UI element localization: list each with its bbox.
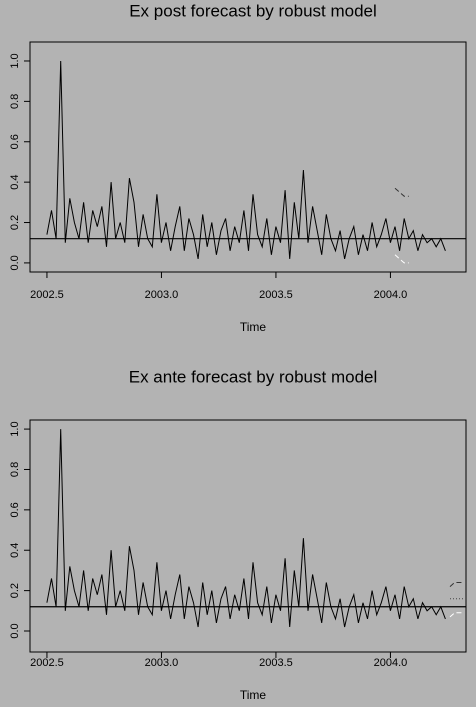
y-tick-label: 0.0 bbox=[9, 255, 21, 270]
x-tick-label: 2004.0 bbox=[374, 289, 408, 301]
chart-title: Ex ante forecast by robust model bbox=[129, 367, 378, 386]
x-tick-label: 2003.5 bbox=[259, 657, 293, 669]
x-tick-label: 2003.0 bbox=[145, 657, 179, 669]
x-tick-label: 2002.5 bbox=[30, 289, 64, 301]
x-tick-label: 2003.0 bbox=[145, 289, 179, 301]
y-tick-label: 1.0 bbox=[9, 421, 21, 436]
forecast-line bbox=[449, 582, 464, 587]
x-axis-title: Time bbox=[240, 320, 267, 334]
x-axis-title: Time bbox=[240, 688, 267, 702]
x-tick-label: 2004.0 bbox=[374, 657, 408, 669]
y-tick-label: 0.2 bbox=[9, 583, 21, 598]
y-tick-label: 0.8 bbox=[9, 94, 21, 109]
y-tick-label: 1.0 bbox=[9, 53, 21, 68]
y-tick-label: 0.6 bbox=[9, 134, 21, 149]
series-line bbox=[46, 429, 446, 628]
x-tick-label: 2003.5 bbox=[259, 289, 293, 301]
chart-title: Ex post forecast by robust model bbox=[129, 1, 377, 20]
forecast-line bbox=[394, 254, 409, 264]
forecast-line bbox=[449, 612, 464, 618]
y-tick-label: 0.4 bbox=[9, 543, 21, 558]
plot-frame bbox=[29, 41, 467, 273]
y-tick-label: 0.4 bbox=[9, 174, 21, 189]
y-tick-label: 0.6 bbox=[9, 502, 21, 517]
plot-frame bbox=[29, 419, 467, 653]
y-tick-label: 0.0 bbox=[9, 623, 21, 638]
series-line bbox=[46, 60, 446, 260]
forecast-line bbox=[394, 187, 409, 197]
y-tick-label: 0.2 bbox=[9, 215, 21, 230]
y-tick-label: 0.8 bbox=[9, 462, 21, 477]
x-tick-label: 2002.5 bbox=[30, 657, 64, 669]
